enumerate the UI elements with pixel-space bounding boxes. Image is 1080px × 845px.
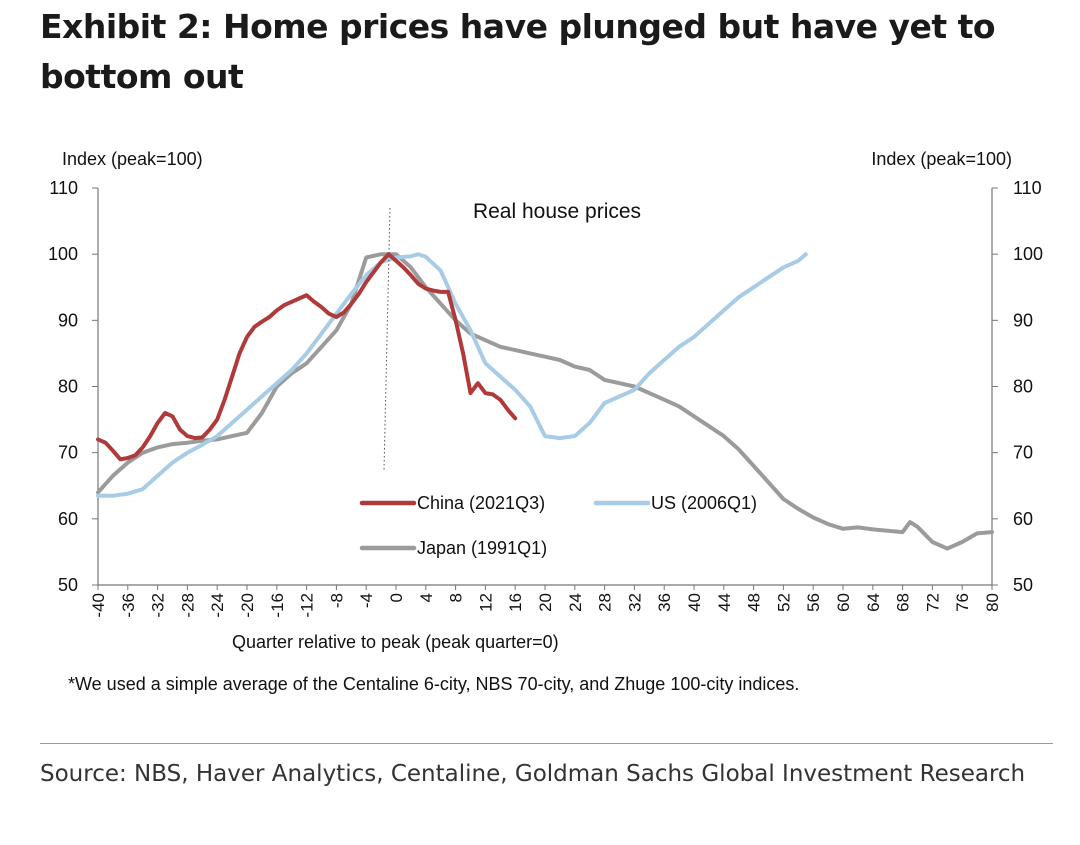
x-tick-label: -40	[89, 593, 108, 618]
chart-axes	[92, 187, 998, 590]
x-tick-label: 64	[864, 593, 883, 612]
y-tick-label-left: 100	[48, 244, 78, 264]
source-note: Source: NBS, Haver Analytics, Centaline,…	[40, 761, 1026, 787]
x-tick-label: -8	[327, 593, 346, 608]
x-tick-label: 24	[566, 593, 585, 612]
y-tick-label-right: 60	[1013, 509, 1033, 529]
legend-label-japan: Japan (1991Q1)	[417, 538, 547, 558]
x-axis-title: Quarter relative to peak (peak quarter=0…	[232, 632, 559, 652]
series-line-us	[96, 252, 808, 498]
x-tick-label: 8	[447, 593, 466, 602]
x-tick-label: 76	[953, 593, 972, 612]
right-axis-labels: 50 60 70 80 90 100 110	[1013, 178, 1043, 595]
y-tick-label-right: 70	[1013, 443, 1033, 463]
y-tick-label-left: 70	[58, 443, 78, 463]
chart-title: Real house prices	[473, 200, 641, 223]
y-tick-label-left: 110	[49, 178, 78, 198]
x-tick-label: 32	[625, 593, 644, 612]
x-tick-label: 44	[715, 593, 734, 612]
x-tick-label: -12	[298, 593, 317, 618]
y-tick-label-right: 50	[1013, 575, 1033, 595]
y-tick-label-right: 100	[1013, 244, 1043, 264]
right-axis-title: Index (peak=100)	[871, 149, 1012, 169]
x-tick-label: 72	[923, 593, 942, 612]
x-axis-labels: -40 -36 -32 -28 -24 -20 -16 -12 -8 -4 0 4 8 12 16 20 24 2…	[89, 593, 1002, 618]
x-tick-label: 40	[685, 593, 704, 612]
left-axis-labels: 50 60 70 80 90 100 110	[48, 178, 78, 595]
legend-label-us: US (2006Q1)	[651, 493, 757, 513]
x-tick-label: 4	[417, 593, 436, 602]
x-tick-label: 36	[655, 593, 674, 612]
y-tick-label-left: 60	[58, 509, 78, 529]
peak-marker-line	[383, 207, 391, 471]
y-tick-label-left: 80	[58, 377, 78, 397]
legend: China (2021Q3) US (2006Q1) Japan (1991Q1)	[359, 493, 757, 558]
x-tick-label: 28	[596, 593, 615, 612]
legend-label-china: China (2021Q3)	[417, 493, 545, 513]
x-tick-label: -20	[238, 593, 257, 618]
y-tick-label-left: 90	[58, 310, 78, 330]
x-tick-label: 56	[804, 593, 823, 612]
x-tick-label: 52	[774, 593, 793, 612]
y-tick-label-left: 50	[58, 575, 78, 595]
y-tick-label-right: 90	[1013, 310, 1033, 330]
x-tick-label: -4	[357, 593, 376, 608]
x-tick-label: 16	[506, 593, 525, 612]
x-tick-label: -32	[149, 593, 168, 618]
x-tick-label: 60	[834, 593, 853, 612]
x-tick-label: 20	[536, 593, 555, 612]
series-lines	[96, 252, 994, 551]
left-axis-title: Index (peak=100)	[62, 149, 203, 169]
x-tick-label: -24	[208, 593, 227, 618]
x-tick-label: -16	[268, 593, 287, 618]
footnote: *We used a simple average of the Centali…	[68, 674, 800, 694]
y-tick-label-right: 80	[1013, 377, 1033, 397]
series-line-japan	[96, 252, 994, 551]
x-tick-label: -28	[178, 593, 197, 618]
divider	[40, 743, 1053, 744]
series-line-china	[96, 252, 518, 462]
x-tick-label: 68	[894, 593, 913, 612]
x-tick-label: -36	[119, 593, 138, 618]
x-tick-label: 0	[387, 593, 406, 602]
x-tick-label: 48	[745, 593, 764, 612]
x-tick-label: 80	[983, 593, 1002, 612]
y-tick-label-right: 110	[1013, 178, 1042, 198]
exhibit-title: Exhibit 2: Home prices have plunged but …	[40, 7, 996, 96]
x-tick-label: 12	[476, 593, 495, 612]
